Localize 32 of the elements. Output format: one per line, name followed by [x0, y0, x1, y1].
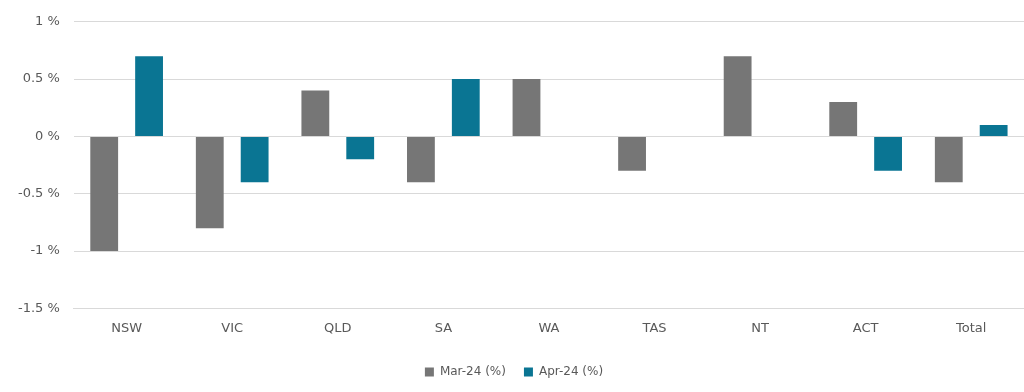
bar: [346, 136, 375, 160]
x-tick-label: WA: [538, 319, 560, 335]
bar: [135, 56, 163, 136]
y-tick-label: -1 %: [30, 242, 60, 258]
x-tick-label: QLD: [324, 319, 352, 335]
legend-label: Apr-24 (%): [538, 364, 604, 379]
bar: [723, 56, 752, 136]
bar: [934, 136, 963, 183]
x-tick-label: TAS: [641, 319, 667, 335]
bar: [829, 102, 858, 136]
bar: [407, 136, 435, 183]
bar: [618, 136, 646, 171]
x-tick-label: NSW: [111, 319, 143, 335]
bar: [90, 136, 119, 252]
y-tick-label: 0.5 %: [22, 70, 60, 86]
y-tick-label: -0.5 %: [17, 185, 60, 201]
y-tick-label: -1.5 %: [17, 299, 60, 315]
y-tick-label: 0 %: [35, 127, 60, 143]
x-tick-label: SA: [434, 319, 453, 335]
y-tick-label: 1 %: [35, 13, 60, 29]
x-tick-label: VIC: [221, 319, 244, 335]
bar: [301, 90, 330, 136]
bar: [512, 79, 541, 136]
bar: [195, 136, 224, 229]
bar: [874, 136, 902, 171]
x-tick-label: NT: [751, 319, 769, 335]
bar: [240, 136, 269, 183]
x-tick-label: ACT: [852, 319, 879, 335]
bar: [451, 79, 480, 136]
bar: [979, 124, 1008, 136]
x-tick-label: Total: [955, 319, 987, 335]
legend-label: Mar-24 (%): [439, 364, 506, 379]
